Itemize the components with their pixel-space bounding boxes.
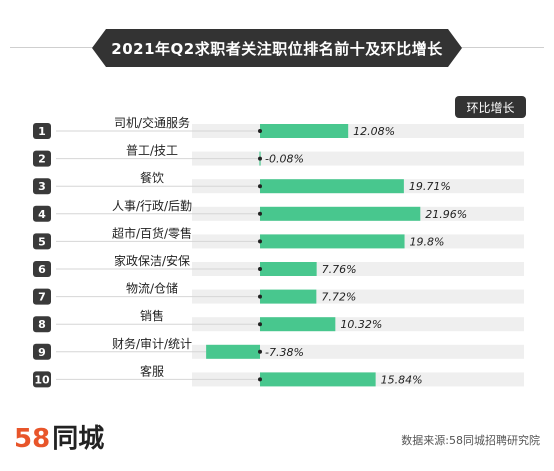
value-label: 7.72% (321, 291, 356, 304)
category-label: 家政保洁/安保 (114, 253, 190, 268)
bar-origin-dot (258, 211, 262, 216)
value-label: 10.32% (340, 318, 382, 331)
rank-badge (33, 150, 51, 167)
rank-badge (33, 123, 51, 139)
bar-origin-dot (258, 349, 262, 354)
category-label: 超市/百货/零售 (112, 225, 192, 240)
value-label: 15.84% (381, 373, 423, 386)
rank-number: 4 (38, 208, 46, 221)
category-label: 销售 (140, 308, 164, 323)
rank-number: 9 (38, 346, 46, 359)
value-label: 19.71% (409, 180, 451, 193)
bar-track (192, 344, 524, 359)
value-label: -0.08% (265, 153, 304, 166)
rank-number: 8 (38, 318, 46, 331)
bar (260, 289, 317, 304)
rank-number: 10 (34, 373, 50, 386)
rank-badge (33, 261, 51, 277)
bar-track (192, 151, 524, 166)
logo-name: 同城 (52, 424, 105, 454)
rank-number: 1 (38, 125, 46, 138)
bar (260, 234, 405, 249)
rank-badge (33, 316, 51, 333)
rank-number: 7 (38, 291, 46, 304)
legend-badge: 环比增长 (455, 96, 526, 118)
value-label: 7.76% (322, 263, 357, 276)
bar (260, 372, 376, 387)
category-label: 财务/审计/统计 (112, 336, 192, 351)
bar (260, 206, 421, 221)
bar (260, 179, 404, 194)
bar-origin-dot (258, 184, 262, 189)
rank-number: 6 (38, 263, 46, 276)
value-label: 12.08% (353, 125, 395, 138)
bar-origin-dot (258, 377, 262, 382)
title-banner: 2021年Q2求职者关注职位排名前十及环比增长 (0, 28, 554, 68)
bar (260, 262, 317, 276)
rank-badge (33, 178, 51, 195)
bar-origin-dot (258, 322, 262, 327)
logo-number: 58 (14, 424, 51, 454)
rank-number: 3 (38, 180, 46, 193)
data-source: 数据来源:58同城招聘研究院 (401, 434, 540, 447)
bar (260, 124, 349, 138)
bar-origin-dot (258, 129, 262, 133)
chart-title: 2021年Q2求职者关注职位排名前十及环比增长 (92, 29, 462, 67)
rank-badge (33, 288, 51, 305)
value-label: 19.8% (410, 235, 445, 248)
category-label: 客服 (140, 363, 164, 378)
brand-logo: 58 同城 (14, 418, 104, 455)
category-label: 人事/行政/后勤 (112, 199, 192, 213)
value-label: 21.96% (425, 208, 467, 221)
value-label: -7.38% (265, 346, 304, 359)
category-label: 物流/仓储 (126, 281, 178, 296)
bar-origin-dot (258, 267, 262, 271)
bar (206, 344, 260, 359)
bar (260, 317, 336, 332)
category-label: 普工/技工 (126, 144, 178, 158)
rank-badge (33, 343, 51, 360)
rank-number: 5 (38, 235, 46, 248)
rank-badge (33, 233, 51, 250)
bar-origin-dot (258, 156, 262, 161)
rank-number: 2 (38, 153, 46, 166)
rank-badge (33, 205, 51, 222)
category-label: 司机/交通服务 (114, 115, 190, 130)
bar-origin-dot (258, 294, 262, 299)
bar-origin-dot (258, 239, 262, 244)
category-label: 餐饮 (140, 170, 164, 185)
rank-badge (33, 371, 51, 388)
